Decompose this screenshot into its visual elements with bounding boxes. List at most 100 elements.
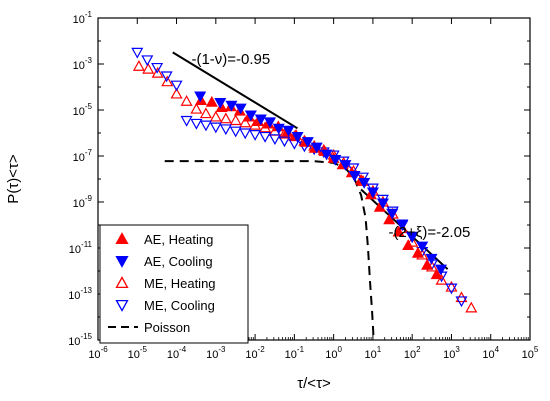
point-me-cooling (239, 128, 252, 140)
point-me-heating (132, 59, 145, 71)
y-axis-ticks: 10-15 10-13 10-11 10-9 10-7 10-5 10-3 10-1 (68, 10, 530, 348)
point-me-cooling (455, 296, 468, 308)
point-ae-heating (411, 246, 424, 258)
fit-label-slope-1: -(1-ν)=-0.95 (191, 51, 270, 68)
point-me-heating (151, 66, 164, 78)
x-tick-label: 102 (404, 345, 421, 361)
point-ae-cooling (425, 253, 438, 265)
point-me-heating (170, 87, 183, 99)
point-me-cooling (160, 71, 173, 83)
x-tick-label: 103 (443, 345, 460, 361)
point-me-heating (435, 273, 448, 285)
legend: AE, Heating AE, Cooling ME, Heating ME, Coo… (99, 224, 249, 344)
legend-marker (115, 299, 129, 312)
point-ae-cooling (291, 131, 304, 143)
point-me-cooling (180, 115, 193, 127)
point-me-cooling (268, 134, 281, 146)
poisson-curve (164, 160, 375, 341)
y-tick-label: 10-11 (69, 240, 93, 256)
legend-label: ME, Cooling (144, 298, 215, 313)
point-ae-cooling (366, 187, 379, 199)
y-axis-label: P(τ)<τ> (5, 154, 22, 204)
point-ae-heating (392, 225, 405, 237)
legend-label: Poisson (144, 320, 190, 335)
point-ae-cooling (406, 231, 419, 243)
x-tick-label: 10-1 (285, 345, 305, 361)
point-ae-cooling (225, 100, 238, 112)
point-ae-cooling (386, 208, 399, 220)
point-me-cooling (190, 118, 203, 130)
x-tick-label: 100 (325, 345, 342, 361)
x-tick-label: 101 (365, 345, 382, 361)
point-ae-cooling (264, 117, 277, 129)
point-me-cooling (131, 47, 144, 59)
point-ae-cooling (320, 149, 333, 161)
data-points (131, 47, 478, 313)
point-me-cooling (199, 120, 212, 132)
point-ae-cooling (272, 123, 285, 135)
point-me-cooling (259, 131, 272, 143)
legend-marker (115, 276, 129, 289)
point-ae-heating (430, 268, 443, 280)
point-me-cooling (445, 283, 458, 295)
point-ae-cooling (348, 171, 361, 182)
point-ae-cooling (194, 91, 207, 103)
point-me-cooling (209, 122, 222, 134)
point-ae-cooling (376, 198, 389, 210)
point-ae-heating (215, 101, 228, 112)
point-me-heating (199, 107, 212, 119)
legend-box (99, 224, 249, 344)
legend-label: AE, Heating (144, 232, 213, 247)
legend-marker (115, 255, 129, 268)
legend-label: AE, Cooling (144, 254, 213, 269)
x-tick-label: 10-3 (206, 345, 226, 361)
y-tick-label: 10-7 (73, 148, 93, 164)
y-tick-label: 10-5 (73, 102, 93, 118)
point-me-heating (190, 102, 203, 114)
y-tick-label: 10-1 (73, 10, 93, 26)
point-ae-cooling (234, 103, 247, 115)
point-ae-heating (402, 239, 415, 250)
poisson-line (164, 160, 375, 341)
point-me-heating (239, 116, 252, 128)
point-ae-cooling (282, 125, 295, 137)
point-ae-cooling (434, 264, 447, 276)
fit-label-slope-2: -(2+ξ)=-2.05 (389, 224, 471, 241)
point-ae-cooling (339, 160, 352, 171)
point-ae-cooling (254, 114, 267, 126)
point-ae-cooling (310, 142, 323, 154)
y-tick-label: 10-3 (73, 56, 93, 72)
point-me-cooling (278, 136, 291, 148)
point-me-heating (209, 110, 222, 122)
point-ae-heating (205, 95, 218, 107)
y-tick-label: 10-13 (68, 286, 92, 302)
point-me-heating (229, 114, 242, 126)
legend-label: ME, Heating (144, 276, 216, 291)
point-ae-heating (421, 258, 434, 270)
point-me-heating (161, 75, 174, 87)
point-ae-cooling (396, 220, 409, 232)
point-me-heating (445, 280, 458, 292)
point-ae-cooling (329, 154, 342, 166)
x-tick-label: 10-2 (245, 345, 265, 361)
point-me-cooling (170, 80, 183, 92)
point-ae-cooling (358, 177, 371, 189)
point-ae-cooling (244, 110, 257, 122)
point-ae-cooling (416, 241, 429, 253)
point-ae-cooling (214, 97, 227, 109)
point-me-cooling (219, 124, 232, 136)
point-me-cooling (141, 55, 154, 67)
x-tick-label: 10-6 (88, 345, 108, 361)
point-me-heating (180, 95, 193, 106)
point-me-heating (465, 301, 478, 313)
x-tick-label: 104 (482, 345, 499, 361)
point-me-cooling (151, 62, 164, 74)
point-ae-cooling (301, 137, 314, 148)
fit-line (172, 51, 298, 130)
x-tick-label: 10-5 (128, 345, 148, 361)
point-ae-heating (383, 213, 396, 225)
x-axis-label: τ/<τ> (297, 375, 331, 392)
y-tick-label: 10-15 (68, 332, 92, 348)
y-tick-label: 10-9 (73, 194, 93, 210)
